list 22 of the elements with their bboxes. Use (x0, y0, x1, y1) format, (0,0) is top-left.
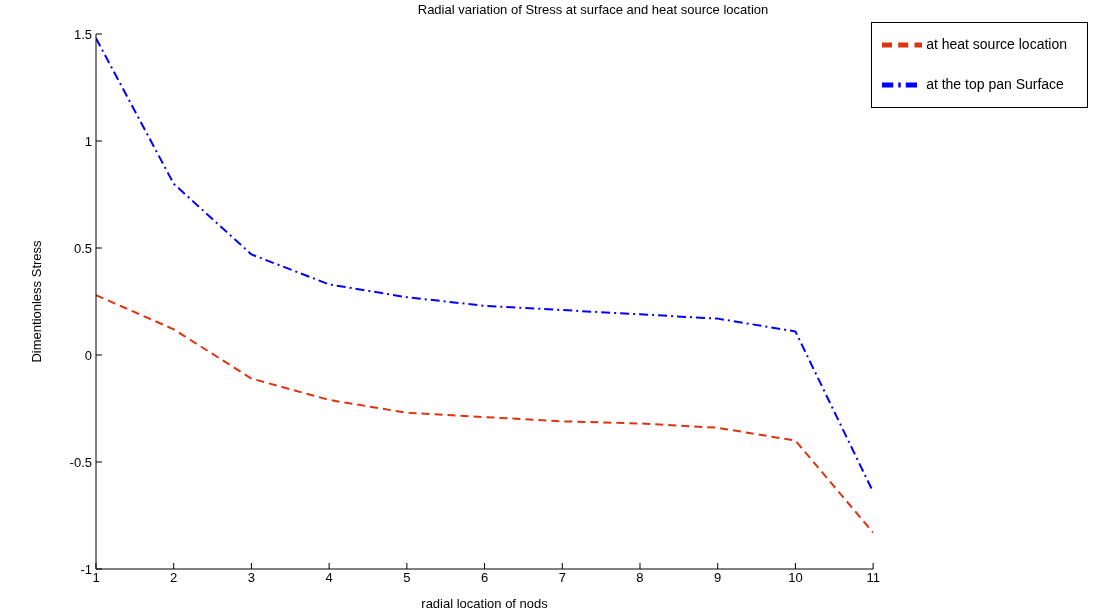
x-axis-title: radial location of nods (421, 596, 549, 611)
y-tick-label: 1.5 (73, 26, 92, 42)
y-tick-label: -1 (80, 561, 92, 577)
x-tick-label: 11 (866, 570, 880, 586)
x-tick-label: 2 (170, 570, 178, 586)
x-tick-label: 4 (325, 570, 333, 586)
line-series (96, 294, 874, 534)
chart-title: Radial variation of Stress at surface and heat source location (416, 2, 770, 17)
x-tick-label: 10 (788, 570, 803, 586)
y-tick-label: 0.5 (73, 240, 92, 256)
y-tick-label: 0 (84, 347, 92, 363)
legend-label: at heat source location (926, 35, 1067, 52)
x-tick-label: 8 (636, 570, 644, 586)
legend-label: at the top pan Surface (926, 75, 1064, 92)
x-tick-label: 9 (714, 570, 722, 586)
x-tick-label: 7 (558, 570, 566, 586)
y-axis-title: Dimentionless Stress (28, 239, 44, 363)
y-tick-label: -0.5 (69, 454, 92, 470)
x-tick-label: 5 (403, 570, 411, 586)
y-tick-label: 1 (84, 133, 92, 149)
x-tick-label: 6 (480, 570, 489, 586)
x-tick-label: 3 (247, 570, 256, 586)
